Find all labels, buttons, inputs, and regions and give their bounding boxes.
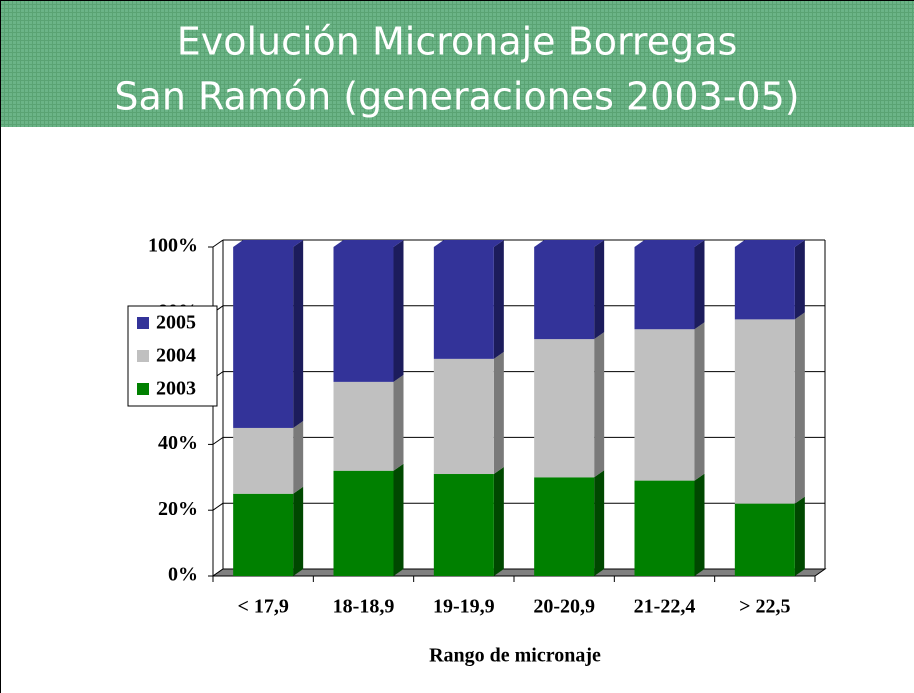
x-tick-label: > 22,5 (739, 596, 790, 618)
title-line: San Ramón (generaciones 2003-05) (114, 75, 799, 119)
bar-top (333, 240, 404, 247)
bar (734, 247, 795, 320)
bar (634, 247, 695, 330)
bar (534, 247, 595, 340)
bar-side (694, 240, 705, 330)
bar (233, 247, 294, 428)
x-tick-label: 19-19,9 (433, 596, 495, 618)
grid-line (212, 502, 224, 511)
bar-side (393, 463, 404, 576)
x-tick-label: 20-20,9 (533, 596, 595, 618)
legend-swatch (137, 317, 149, 329)
bar-side (794, 240, 805, 320)
bar-side (493, 467, 504, 576)
y-tick-label: 20% (158, 498, 198, 520)
bar (333, 381, 394, 471)
bar-top (433, 240, 504, 247)
x-tick-label: 18-18,9 (333, 596, 395, 618)
bar-top (734, 240, 805, 247)
bar (333, 247, 394, 382)
bar-top (233, 240, 304, 247)
legend-label: 2005 (156, 312, 196, 334)
bar (333, 470, 394, 576)
bar (734, 319, 795, 504)
x-tick-label: < 17,9 (237, 596, 288, 618)
bar (534, 477, 595, 576)
legend-swatch (137, 350, 149, 362)
bar-side (293, 420, 304, 494)
bar (233, 493, 294, 576)
bar-side (293, 240, 304, 428)
legend-label: 2003 (156, 378, 196, 400)
bar-side (594, 240, 605, 340)
floor (211, 568, 827, 577)
bar-side (393, 240, 404, 382)
title-banner (0, 0, 914, 127)
y-tick-label: 40% (158, 432, 198, 454)
bar-side (794, 496, 805, 576)
bar (634, 480, 695, 576)
bar (433, 474, 494, 576)
legend-label: 2004 (156, 345, 196, 367)
bar-side (694, 322, 705, 481)
bar-side (393, 374, 404, 471)
bar-top (634, 240, 705, 247)
bar-side (694, 473, 705, 576)
bar-side (293, 486, 304, 576)
bar-side (594, 470, 605, 576)
bar-side (493, 351, 504, 475)
bar-side (594, 332, 605, 478)
bar (433, 247, 494, 359)
grid-line (212, 239, 224, 248)
bar (734, 503, 795, 576)
bar (433, 358, 494, 475)
x-tick-label: 21-22,4 (634, 596, 696, 618)
bar (534, 339, 595, 478)
y-tick-label: 0% (168, 564, 198, 586)
legend-swatch (137, 383, 149, 395)
title-line: Evolución Micronaje Borregas (177, 20, 738, 64)
bar (634, 329, 695, 481)
bar-top (534, 240, 605, 247)
y-tick-label: 100% (148, 235, 198, 257)
grid-line (212, 436, 224, 445)
bar (233, 427, 294, 494)
bar-side (794, 312, 805, 504)
x-axis-label: Rango de micronaje (429, 645, 601, 667)
bar-side (493, 240, 504, 359)
